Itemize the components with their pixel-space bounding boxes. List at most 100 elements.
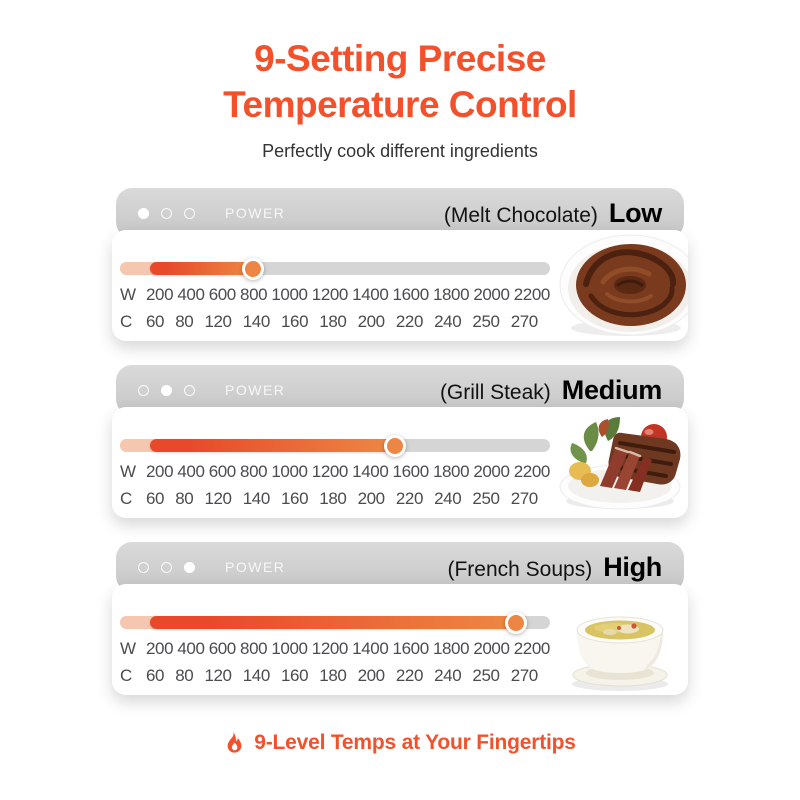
celsius-value: 60: [146, 489, 165, 508]
card-body: W 200 400 600 800 1000 1200 1400 1600 1800 2000 22…: [112, 407, 688, 518]
slider-knob[interactable]: [384, 434, 407, 457]
celsius-value: 180: [319, 312, 347, 331]
slider-knob[interactable]: [242, 257, 265, 280]
active-level-dot: [184, 561, 195, 573]
celsius-value: 60: [146, 312, 165, 331]
header-right: (Grill Steak) Medium: [440, 375, 662, 406]
celsius-value: 250: [472, 312, 500, 331]
celsius-value: 270: [510, 666, 539, 685]
watt-value: 400: [177, 285, 205, 304]
celsius-unit-label: C: [120, 312, 132, 331]
celsius-unit-label: C: [120, 666, 132, 685]
celsius-value: 140: [242, 312, 271, 331]
level-dot: [161, 207, 172, 219]
power-label: POWER: [225, 205, 286, 221]
slider-fill: [150, 439, 396, 452]
card-body: W 200 400 600 800 1000 1200 1400 1600 1800 2000 22…: [112, 584, 688, 695]
level-label: Low: [608, 197, 662, 228]
watt-value: 200: [146, 285, 174, 304]
card-header: POWER (Grill Steak) Medium: [116, 365, 684, 415]
celsius-value: 120: [204, 312, 232, 331]
celsius-values: 60 80 120 140 160 180 200 220 240 250 270: [146, 666, 538, 686]
french-soup-image: [556, 584, 688, 695]
footer-tagline: 9-Level Temps at Your Fingertips: [0, 730, 800, 755]
dish-label: (Grill Steak): [439, 380, 551, 404]
level-dot: [138, 384, 149, 396]
dish-label: (French Soups): [447, 557, 593, 581]
watt-value: 1600: [392, 462, 430, 481]
celsius-value: 240: [434, 666, 462, 685]
slider-knob[interactable]: [504, 611, 527, 634]
celsius-unit-label: C: [120, 489, 132, 508]
celsius-value: 60: [146, 666, 165, 685]
watt-value: 1400: [352, 285, 389, 304]
watt-value: 2200: [513, 285, 551, 304]
watt-value: 1800: [432, 462, 470, 481]
watt-value: 400: [177, 639, 205, 658]
power-slider: [120, 611, 550, 634]
celsius-value: 270: [510, 312, 539, 331]
watt-unit-label: W: [120, 639, 136, 658]
level-dot: [138, 561, 149, 573]
celsius-value: 80: [175, 312, 194, 331]
watt-value: 1600: [392, 639, 430, 658]
watt-value: 2000: [473, 285, 510, 304]
watt-values: 200 400 600 800 1000 1200 1400 1600 1800 2000 2200: [146, 462, 550, 482]
card-body: W 200 400 600 800 1000 1200 1400 1600 1800 2000 22…: [112, 230, 688, 341]
page-subtitle: Perfectly cook different ingredients: [262, 141, 538, 161]
grilled-steak-image: [556, 407, 688, 518]
watt-value: 800: [240, 285, 268, 304]
celsius-value: 240: [434, 312, 462, 331]
level-dots: [138, 561, 195, 573]
watt-value: 1000: [271, 285, 308, 304]
cards-container: POWER (Melt Chocolate) Low W 200 400 600 80: [112, 188, 688, 719]
celsius-value: 270: [510, 489, 539, 508]
watt-value: 2000: [473, 462, 510, 481]
celsius-value: 180: [319, 489, 347, 508]
dish-label: (Melt Chocolate): [443, 203, 598, 227]
watt-values: 200 400 600 800 1000 1200 1400 1600 1800 2000 2200: [146, 285, 550, 305]
watt-value: 1200: [311, 285, 349, 304]
flame-icon: [224, 730, 245, 755]
celsius-value: 120: [204, 666, 232, 685]
power-slider: [120, 257, 550, 280]
power-label: POWER: [225, 559, 286, 575]
watt-value: 1200: [311, 462, 349, 481]
watt-value: 400: [177, 462, 205, 481]
level-dot: [161, 561, 172, 573]
celsius-value: 220: [395, 312, 424, 331]
page-title-line2: Temperature Control: [223, 84, 577, 125]
watt-value: 2200: [513, 462, 551, 481]
celsius-value: 180: [319, 666, 347, 685]
celsius-value: 200: [357, 312, 386, 331]
watt-value: 1600: [392, 285, 430, 304]
level-dots: [138, 207, 195, 219]
celsius-value: 220: [395, 666, 424, 685]
card-header: POWER (Melt Chocolate) Low: [116, 188, 684, 238]
level-dot: [184, 207, 195, 219]
card-low: POWER (Melt Chocolate) Low W 200 400 600 80: [112, 188, 688, 341]
celsius-value: 160: [281, 666, 309, 685]
watt-value: 200: [146, 639, 174, 658]
level-label: High: [603, 551, 662, 582]
celsius-scale: C 60 80 120 140 160 180 200 220 240 250 270: [120, 312, 550, 332]
watt-value: 1000: [271, 462, 308, 481]
power-label: POWER: [225, 382, 286, 398]
page-title-line1: 9-Setting Precise: [254, 38, 546, 79]
header-right: (Melt Chocolate) Low: [444, 198, 662, 229]
celsius-value: 250: [472, 666, 500, 685]
celsius-value: 200: [357, 666, 386, 685]
watt-unit-label: W: [120, 285, 136, 304]
active-level-dot: [161, 384, 172, 396]
celsius-value: 140: [242, 666, 271, 685]
watt-scale: W 200 400 600 800 1000 1200 1400 1600 1800 2000 22…: [120, 462, 550, 482]
watt-scale: W 200 400 600 800 1000 1200 1400 1600 1800 2000 22…: [120, 639, 550, 659]
watt-values: 200 400 600 800 1000 1200 1400 1600 1800 2000 2200: [146, 639, 550, 659]
watt-value: 600: [208, 462, 237, 481]
watt-value: 200: [146, 462, 174, 481]
celsius-value: 80: [175, 489, 194, 508]
celsius-value: 80: [175, 666, 194, 685]
watt-value: 800: [240, 462, 268, 481]
card-high: POWER (French Soups) High W 200 400 600 800: [112, 542, 688, 695]
